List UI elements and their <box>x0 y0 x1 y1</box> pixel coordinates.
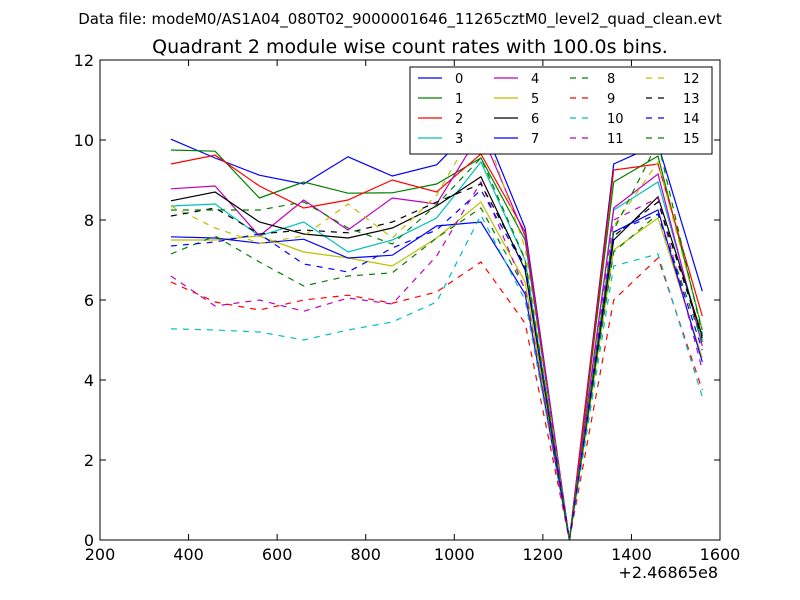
series-line-1 <box>170 149 703 541</box>
legend-label-5: 5 <box>531 92 539 107</box>
legend-label-0: 0 <box>455 72 463 87</box>
plot-area <box>170 117 703 541</box>
legend-label-6: 6 <box>531 112 539 127</box>
x-tick-label: 1400 <box>611 545 652 564</box>
legend-label-15: 15 <box>683 132 700 147</box>
legend-label-9: 9 <box>607 92 615 107</box>
series-line-12 <box>170 117 703 541</box>
y-tick-label: 12 <box>74 51 94 70</box>
legend-label-14: 14 <box>683 112 700 127</box>
legend-label-11: 11 <box>607 132 624 147</box>
x-tick-label: 1000 <box>434 545 475 564</box>
y-tick-label: 10 <box>74 131 94 150</box>
legend-label-3: 3 <box>455 132 463 147</box>
y-tick-label: 6 <box>84 291 94 310</box>
y-tick-label: 8 <box>84 211 94 230</box>
series-line-2 <box>170 153 703 541</box>
legend-frame <box>409 66 713 155</box>
series-line-8 <box>170 207 703 541</box>
series-line-0 <box>170 118 703 541</box>
x-tick-label: 400 <box>173 545 204 564</box>
legend-label-10: 10 <box>607 112 624 127</box>
x-tick-label: 600 <box>262 545 293 564</box>
legend-label-12: 12 <box>683 72 700 87</box>
x-offset-label: +2.46865e8 <box>618 563 718 582</box>
series-line-15 <box>170 140 703 541</box>
chart-title: Quadrant 2 module wise count rates with … <box>152 36 668 58</box>
x-tick-label: 1200 <box>522 545 563 564</box>
x-tick-label: 1600 <box>700 545 741 564</box>
series-line-11 <box>170 180 703 541</box>
legend-label-7: 7 <box>531 132 539 147</box>
series-line-6 <box>170 175 703 541</box>
x-axis: 200 400 600 800 1000 1200 1400 1600 <box>85 60 741 564</box>
series-line-5 <box>170 201 703 541</box>
legend-label-8: 8 <box>607 72 615 87</box>
series-line-7 <box>170 209 703 541</box>
chart-suptitle: Data file: modeM0/AS1A04_080T02_90000016… <box>78 10 722 29</box>
y-tick-label: 2 <box>84 451 94 470</box>
y-tick-label: 4 <box>84 371 94 390</box>
legend-label-13: 13 <box>683 92 700 107</box>
series-line-9 <box>170 256 703 541</box>
series-line-10 <box>170 213 703 541</box>
series-line-3 <box>170 160 703 541</box>
series-line-4 <box>170 130 703 541</box>
legend-label-2: 2 <box>455 112 463 127</box>
y-tick-label: 0 <box>84 531 94 550</box>
x-tick-label: 200 <box>85 545 116 564</box>
x-tick-label: 800 <box>350 545 381 564</box>
legend-label-4: 4 <box>531 72 539 87</box>
legend-label-1: 1 <box>455 92 463 107</box>
